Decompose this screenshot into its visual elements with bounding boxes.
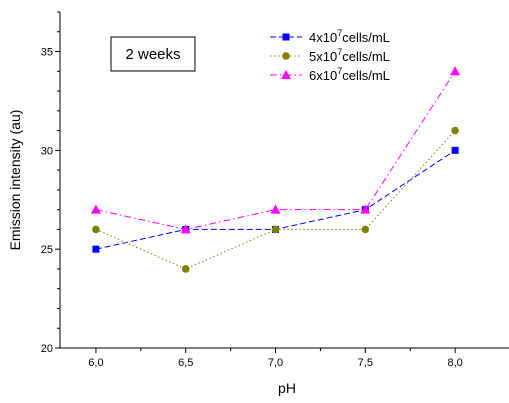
y-axis-title: Emission intensity (au) xyxy=(7,110,23,251)
data-point xyxy=(451,126,459,135)
x-tick-label: 8,0 xyxy=(447,357,462,369)
data-point xyxy=(450,66,461,76)
series-line xyxy=(95,71,456,230)
annotation-frame xyxy=(110,36,196,72)
data-point xyxy=(90,204,101,214)
data-point xyxy=(92,225,100,234)
legend: 4x107cells/mL 5x107cells/mL 6x107cells/mL xyxy=(270,28,390,83)
series-1 xyxy=(92,146,459,253)
series-2 xyxy=(92,126,459,273)
series-3 xyxy=(90,66,461,234)
legend-entry-2: 5x107cells/mL xyxy=(270,47,390,64)
legend-label: 6x107cells/mL xyxy=(309,66,390,83)
data-point xyxy=(181,265,190,273)
data-point xyxy=(270,204,281,214)
legend-marker xyxy=(281,70,291,79)
plot-frame xyxy=(59,12,509,349)
legend-label: 5x107cells/mL xyxy=(309,47,390,64)
data-point xyxy=(271,225,280,234)
axis-ticks: 20 25 30 35 6,0 6,5 7,0 7,5 8,0 xyxy=(41,11,463,369)
x-tick-label: 7,0 xyxy=(268,357,283,369)
annotation-box: 2 weeks xyxy=(110,36,196,72)
y-tick-label: 30 xyxy=(41,145,53,157)
series-layer xyxy=(90,66,461,273)
legend-marker xyxy=(282,33,290,41)
legend-entry-1: 4x107cells/mL xyxy=(270,28,390,45)
data-point xyxy=(180,224,191,234)
data-point xyxy=(361,225,370,234)
x-tick-label: 6,5 xyxy=(178,357,193,369)
x-tick-label: 7,5 xyxy=(358,357,373,369)
y-tick-label: 20 xyxy=(41,343,53,355)
x-axis-title: pH xyxy=(278,380,296,396)
data-point xyxy=(451,146,459,154)
data-point xyxy=(92,245,100,253)
legend-label: 4x107cells/mL xyxy=(309,28,390,45)
y-tick-label: 35 xyxy=(41,47,53,59)
series-line xyxy=(95,149,456,250)
legend-marker xyxy=(282,52,290,60)
y-tick-label: 25 xyxy=(41,244,53,256)
series-line xyxy=(95,130,456,270)
data-point xyxy=(360,204,371,214)
x-tick-label: 6,0 xyxy=(88,357,103,369)
legend-entry-3: 6x107cells/mL xyxy=(270,66,390,83)
annotation-text: 2 weeks xyxy=(125,46,180,63)
